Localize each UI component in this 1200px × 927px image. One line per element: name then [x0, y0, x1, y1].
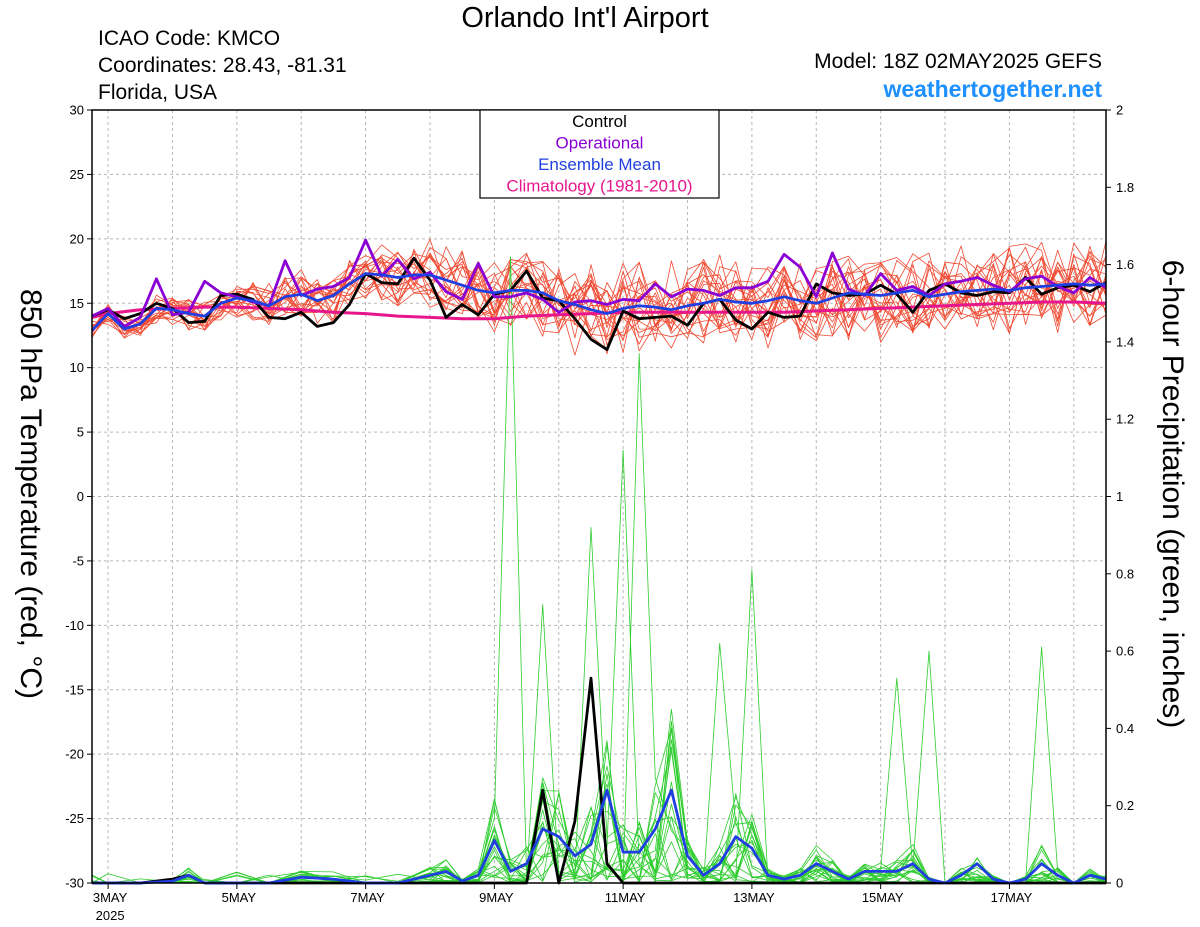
y-left-tick-label: -30: [65, 876, 84, 891]
y-right-tick-label: 1.6: [1116, 257, 1134, 272]
ensemble-temp-member: [91, 247, 1107, 355]
y-left-tick-label: -25: [65, 811, 84, 826]
legend-entry: Ensemble Mean: [538, 155, 661, 174]
x-tick-label: 7MAY: [350, 890, 385, 905]
x-tick-label: 15MAY: [862, 890, 904, 905]
y-left-tick-label: -15: [65, 682, 84, 697]
legend-entry: Climatology (1981-2010): [506, 177, 692, 196]
icao-code: ICAO Code: KMCO: [98, 27, 281, 50]
y-left-tick-label: 10: [70, 360, 84, 375]
mean-temp-line: [90, 272, 1107, 332]
y-right-tick-label: 0.8: [1116, 566, 1134, 581]
ensemble-precip-member: [92, 449, 1107, 884]
y-right-tick-label: 0.2: [1116, 798, 1134, 813]
y-right-tick-label: 2: [1116, 103, 1123, 118]
site-name[interactable]: weathertogether.net: [883, 76, 1102, 102]
control-temp-line: [91, 256, 1107, 352]
location: Florida, USA: [98, 81, 218, 104]
ensemble-temp-member: [91, 243, 1107, 352]
y-left-tick-label: 15: [70, 296, 84, 311]
y-right-tick-label: 0: [1116, 876, 1123, 891]
x-year-label: 2025: [96, 908, 125, 923]
mean-precip-line: [92, 788, 1107, 885]
y-left-tick-label: -5: [72, 553, 84, 568]
y-left-tick-label: 0: [77, 489, 84, 504]
legend-entry: Operational: [556, 134, 644, 153]
model-run: Model: 18Z 02MAY2025 GEFS: [814, 50, 1102, 73]
x-tick-label: 11MAY: [605, 890, 646, 905]
legend-entry: Control: [572, 112, 627, 131]
y-left-tick-label: 20: [70, 231, 84, 246]
y-right-tick-label: 0.6: [1116, 644, 1134, 659]
x-tick-label: 5MAY: [222, 890, 257, 905]
y-right-tick-label: 0.4: [1116, 721, 1134, 736]
x-tick-label: 3MAY: [93, 890, 128, 905]
climatology-line: [91, 300, 1107, 321]
y-left-tick-label: 30: [70, 103, 84, 118]
y-right-tick-label: 1.8: [1116, 180, 1134, 195]
ensemble-temp-member: [91, 253, 1107, 339]
y-right-tick-label: 1: [1116, 489, 1123, 504]
y-left-tick-label: 5: [77, 425, 84, 440]
y-left-tick-label: 25: [70, 167, 84, 182]
coordinates: Coordinates: 28.43, -81.31: [98, 54, 347, 77]
y-left-tick-label: -20: [65, 747, 84, 762]
y-right-tick-label: 1.2: [1116, 412, 1134, 427]
x-tick-label: 13MAY: [733, 890, 775, 905]
x-tick-label: 17MAY: [991, 890, 1033, 905]
y-right-tick-label: 1.4: [1116, 334, 1134, 349]
ensemble-precip-member: [92, 781, 1107, 884]
y-left-tick-label: -10: [65, 618, 84, 633]
chart-title: Orlando Int'l Airport: [461, 2, 709, 34]
x-tick-label: 9MAY: [479, 890, 514, 905]
legend-box: [479, 109, 720, 199]
